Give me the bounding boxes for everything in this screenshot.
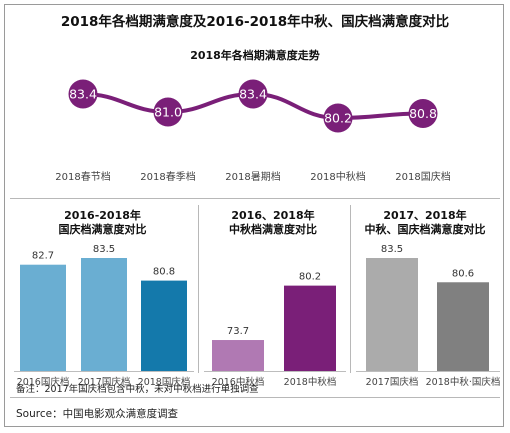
panel2-bar-1 [212, 340, 264, 371]
panel1-bar-3 [141, 280, 187, 371]
line-chart-title: 2018年各档期满意度走势 [190, 49, 320, 62]
panel1-title: 2016-2018年 国庆档满意度对比 [10, 209, 195, 237]
section-divider [10, 198, 500, 199]
panel3-value-label-1: 83.5 [381, 244, 403, 255]
line-point-1 [68, 79, 98, 109]
panel2-title-line2: 中秋档满意度对比 [229, 223, 317, 236]
panel1-bar-1 [20, 264, 66, 371]
line-x-tick-5: 2018国庆档 [395, 170, 450, 183]
panel3-title-line2: 中秋、国庆档满意度对比 [364, 223, 486, 236]
panel1-value-label-3: 80.8 [153, 267, 175, 278]
line-x-tick-4: 2018中秋档 [310, 170, 365, 183]
panel2-value-label-2: 80.2 [299, 272, 321, 283]
source-text: Source：中国电影观众满意度调查 [16, 408, 179, 420]
panel2-title: 2016、2018年 中秋档满意度对比 [198, 209, 348, 237]
panel2-x-tick-1: 2016中秋档 [212, 376, 265, 388]
panel2-bar-2 [284, 285, 336, 371]
panel2-value-label-1: 73.7 [227, 326, 249, 337]
panel3-bar-2 [437, 282, 489, 371]
line-value-label-5: 80.8 [409, 106, 437, 121]
panel-divider-1 [198, 205, 199, 373]
panel1-value-label-2: 83.5 [93, 244, 115, 255]
line-x-tick-1: 2018春节档 [55, 170, 110, 183]
line-point-3 [238, 79, 268, 109]
line-value-label-1: 83.4 [69, 87, 97, 102]
note-text: 备注：2017年国庆档包含中秋，未对中秋档进行单独调查 [16, 384, 259, 395]
main-title: 2018年各档期满意度及2016-2018年中秋、国庆档满意度对比 [60, 14, 450, 30]
panel1-title-line1: 2016-2018年 [64, 209, 141, 222]
chart-frame [4, 4, 504, 427]
panel1-x-tick-3: 2018国庆档 [138, 376, 191, 388]
panel-divider-2 [350, 205, 351, 373]
line-point-5 [408, 99, 438, 128]
panel2-title-line1: 2016、2018年 [231, 209, 315, 222]
line-value-label-4: 80.2 [324, 111, 352, 126]
panel3-title-line1: 2017、2018年 [383, 209, 467, 222]
panel3-x-tick-1: 2017国庆档 [366, 376, 419, 388]
panel1-title-line2: 国庆档满意度对比 [58, 223, 147, 236]
line-point-4 [323, 103, 353, 133]
panel3-x-tick-2: 2018中秋·国庆档 [426, 376, 501, 388]
line-value-label-3: 83.4 [239, 87, 267, 102]
panel1-x-tick-2: 2017国庆档 [78, 376, 131, 388]
panel1-x-tick-1: 2016国庆档 [17, 376, 70, 388]
line-value-label-2: 81.0 [154, 105, 182, 120]
line-point-2 [153, 97, 183, 127]
panel1-bar-2 [81, 258, 127, 371]
line-x-tick-3: 2018暑期档 [225, 170, 280, 183]
panel3-title: 2017、2018年 中秋、国庆档满意度对比 [350, 209, 500, 237]
panel3-bar-1 [366, 258, 418, 371]
line-x-tick-2: 2018春季档 [140, 170, 195, 183]
panel2-x-tick-2: 2018中秋档 [284, 376, 337, 388]
footer-divider [10, 397, 500, 398]
panel1-value-label-1: 82.7 [32, 251, 54, 262]
panel3-value-label-2: 80.6 [452, 268, 474, 279]
